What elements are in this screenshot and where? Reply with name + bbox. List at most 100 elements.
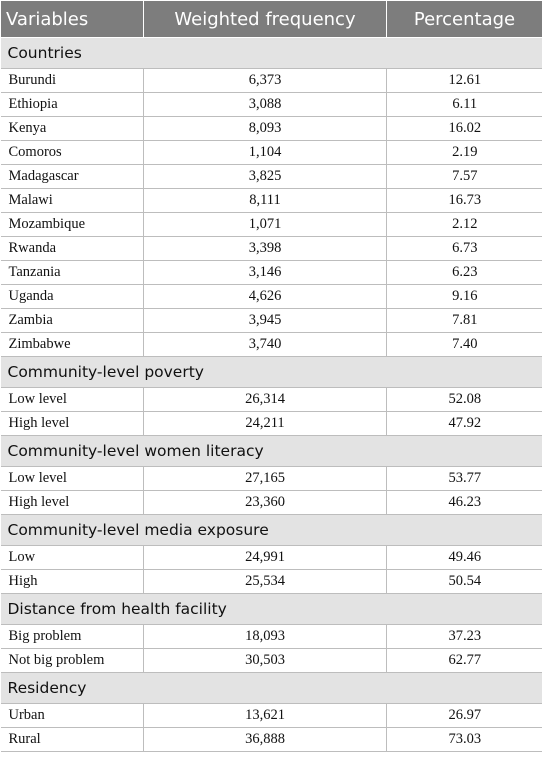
row-percentage: 6.11: [386, 92, 542, 117]
section-title: Community-level women literacy: [0, 435, 542, 467]
row-percentage: 16.73: [386, 188, 542, 213]
section-title: Distance from health facility: [0, 593, 542, 625]
row-weighted-frequency: 1,071: [143, 212, 387, 237]
table-row: Comoros 1,104 2.19: [0, 140, 542, 165]
table-row: High 25,534 50.54: [0, 569, 542, 594]
row-label: Malawi: [0, 188, 144, 213]
row-label: Zambia: [0, 308, 144, 333]
row-label: Uganda: [0, 284, 144, 309]
table-row: Burundi 6,373 12.61: [0, 68, 542, 93]
row-weighted-frequency: 18,093: [143, 624, 387, 649]
row-percentage: 9.16: [386, 284, 542, 309]
row-label: Low level: [0, 466, 144, 491]
row-percentage: 50.54: [386, 569, 542, 594]
row-label: Not big problem: [0, 648, 144, 673]
section-header-row: Distance from health facility: [0, 593, 542, 625]
row-weighted-frequency: 3,740: [143, 332, 387, 357]
row-weighted-frequency: 8,111: [143, 188, 387, 213]
row-weighted-frequency: 13,621: [143, 703, 387, 728]
table-row: Kenya 8,093 16.02: [0, 116, 542, 141]
row-weighted-frequency: 6,373: [143, 68, 387, 93]
table-row: Ethiopia 3,088 6.11: [0, 92, 542, 117]
row-percentage: 6.73: [386, 236, 542, 261]
table-row: Big problem 18,093 37.23: [0, 624, 542, 649]
row-weighted-frequency: 24,991: [143, 545, 387, 570]
row-label: Comoros: [0, 140, 144, 165]
row-percentage: 12.61: [386, 68, 542, 93]
section-header-row: Residency: [0, 672, 542, 704]
row-label: Mozambique: [0, 212, 144, 237]
row-weighted-frequency: 24,211: [143, 411, 387, 436]
table-row: Malawi 8,111 16.73: [0, 188, 542, 213]
section-title: Countries: [0, 37, 542, 69]
row-label: Kenya: [0, 116, 144, 141]
row-weighted-frequency: 3,398: [143, 236, 387, 261]
table-row: Urban 13,621 26.97: [0, 703, 542, 728]
row-percentage: 62.77: [386, 648, 542, 673]
table-row: Not big problem 30,503 62.77: [0, 648, 542, 673]
row-label: Low level: [0, 387, 144, 412]
row-percentage: 7.57: [386, 164, 542, 189]
header-variables: Variables: [0, 0, 144, 38]
row-label: High level: [0, 411, 144, 436]
header-weighted-frequency: Weighted frequency: [143, 0, 387, 38]
section-header-row: Countries: [0, 37, 542, 69]
header-percentage: Percentage: [386, 0, 542, 38]
row-label: Madagascar: [0, 164, 144, 189]
row-label: Urban: [0, 703, 144, 728]
row-weighted-frequency: 3,825: [143, 164, 387, 189]
section-header-row: Community-level media exposure: [0, 514, 542, 546]
section-title: Residency: [0, 672, 542, 704]
row-percentage: 52.08: [386, 387, 542, 412]
table-row: Mozambique 1,071 2.12: [0, 212, 542, 237]
row-percentage: 2.12: [386, 212, 542, 237]
row-percentage: 6.23: [386, 260, 542, 285]
row-weighted-frequency: 23,360: [143, 490, 387, 515]
table-row: Low level 27,165 53.77: [0, 466, 542, 491]
row-weighted-frequency: 36,888: [143, 727, 387, 752]
row-weighted-frequency: 3,088: [143, 92, 387, 117]
row-weighted-frequency: 3,945: [143, 308, 387, 333]
row-label: Tanzania: [0, 260, 144, 285]
table-row: Zambia 3,945 7.81: [0, 308, 542, 333]
table-row: Uganda 4,626 9.16: [0, 284, 542, 309]
row-weighted-frequency: 3,146: [143, 260, 387, 285]
row-label: Rural: [0, 727, 144, 752]
table-row: Rwanda 3,398 6.73: [0, 236, 542, 261]
row-percentage: 7.40: [386, 332, 542, 357]
row-label: Burundi: [0, 68, 144, 93]
row-percentage: 73.03: [386, 727, 542, 752]
table-row: Tanzania 3,146 6.23: [0, 260, 542, 285]
section-title: Community-level poverty: [0, 356, 542, 388]
row-weighted-frequency: 26,314: [143, 387, 387, 412]
row-label: High level: [0, 490, 144, 515]
row-label: Rwanda: [0, 236, 144, 261]
row-label: Zimbabwe: [0, 332, 144, 357]
row-weighted-frequency: 27,165: [143, 466, 387, 491]
section-title: Community-level media exposure: [0, 514, 542, 546]
table-body: Countries Burundi 6,373 12.61 Ethiopia 3,088 6…: [0, 37, 542, 752]
row-percentage: 49.46: [386, 545, 542, 570]
row-percentage: 47.92: [386, 411, 542, 436]
row-percentage: 46.23: [386, 490, 542, 515]
table-row: High level 23,360 46.23: [0, 490, 542, 515]
table-row: Madagascar 3,825 7.57: [0, 164, 542, 189]
row-percentage: 7.81: [386, 308, 542, 333]
row-percentage: 37.23: [386, 624, 542, 649]
row-label: Low: [0, 545, 144, 570]
row-label: High: [0, 569, 144, 594]
row-weighted-frequency: 1,104: [143, 140, 387, 165]
row-label: Ethiopia: [0, 92, 144, 117]
table-row: Zimbabwe 3,740 7.40: [0, 332, 542, 357]
row-label: Big problem: [0, 624, 144, 649]
row-weighted-frequency: 4,626: [143, 284, 387, 309]
row-percentage: 53.77: [386, 466, 542, 491]
table-row: Rural 36,888 73.03: [0, 727, 542, 752]
row-weighted-frequency: 8,093: [143, 116, 387, 141]
table-row: High level 24,211 47.92: [0, 411, 542, 436]
row-percentage: 16.02: [386, 116, 542, 141]
section-header-row: Community-level poverty: [0, 356, 542, 388]
row-percentage: 2.19: [386, 140, 542, 165]
table-row: Low 24,991 49.46: [0, 545, 542, 570]
row-weighted-frequency: 30,503: [143, 648, 387, 673]
